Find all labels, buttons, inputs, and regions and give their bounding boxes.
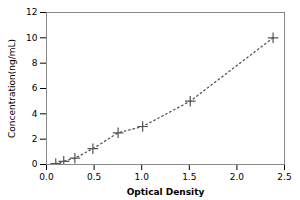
svg-text:2.5: 2.5 [277, 172, 291, 182]
svg-text:Concentration(ng/mL): Concentration(ng/mL) [7, 39, 17, 138]
svg-text:Optical Density: Optical Density [127, 187, 205, 197]
svg-text:2: 2 [32, 134, 38, 144]
svg-text:0.5: 0.5 [87, 172, 101, 182]
svg-text:12: 12 [26, 7, 37, 17]
svg-text:0: 0 [32, 159, 38, 169]
svg-text:1.5: 1.5 [182, 172, 196, 182]
svg-text:6: 6 [32, 83, 38, 93]
svg-text:8: 8 [32, 58, 38, 68]
svg-text:0.0: 0.0 [39, 172, 54, 182]
svg-text:1.0: 1.0 [135, 172, 150, 182]
svg-text:4: 4 [32, 109, 38, 119]
svg-text:10: 10 [26, 33, 38, 43]
svg-text:2.0: 2.0 [230, 172, 245, 182]
